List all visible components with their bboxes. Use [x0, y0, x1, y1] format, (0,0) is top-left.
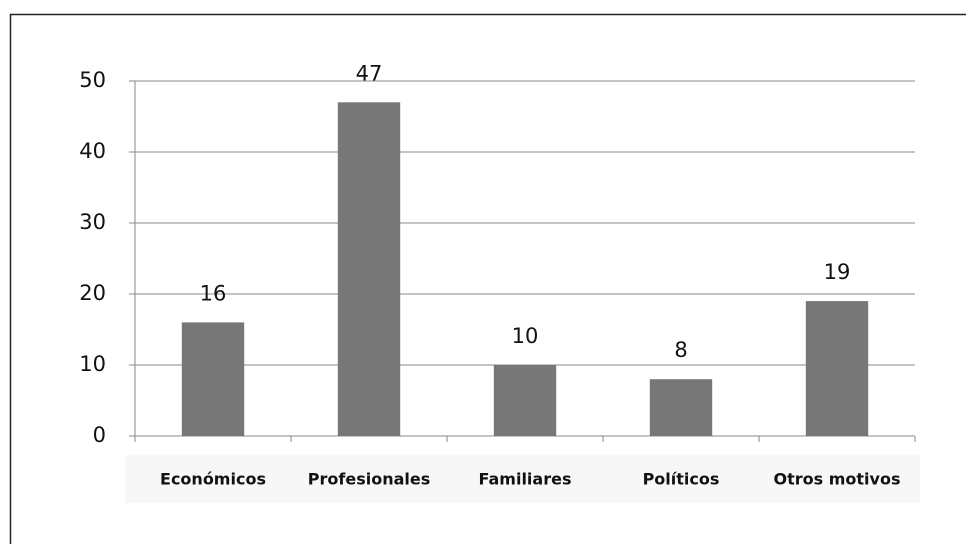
label-band: [125, 455, 920, 503]
y-tick-label: 20: [79, 281, 106, 305]
x-tick-label: Profesionales: [308, 470, 430, 489]
x-tick-label: Económicos: [160, 470, 266, 489]
bar: [493, 365, 557, 436]
y-tick-label: 30: [79, 210, 106, 234]
y-tick-label: 50: [79, 68, 106, 92]
data-label: 47: [356, 61, 383, 85]
bar: [805, 301, 869, 436]
y-tick-label: 0: [93, 423, 106, 447]
data-label: 16: [200, 281, 227, 305]
y-tick-label: 10: [79, 352, 106, 376]
x-tick-label: Políticos: [643, 470, 720, 489]
x-tick-label: Familiares: [479, 470, 572, 489]
bar: [181, 322, 245, 436]
x-tick-label: Otros motivos: [774, 470, 901, 489]
bar: [337, 102, 401, 437]
data-label: 8: [674, 338, 687, 362]
data-label: 19: [824, 260, 851, 284]
y-tick-label: 40: [79, 139, 106, 163]
data-label: 10: [512, 324, 539, 348]
bar: [649, 379, 713, 436]
